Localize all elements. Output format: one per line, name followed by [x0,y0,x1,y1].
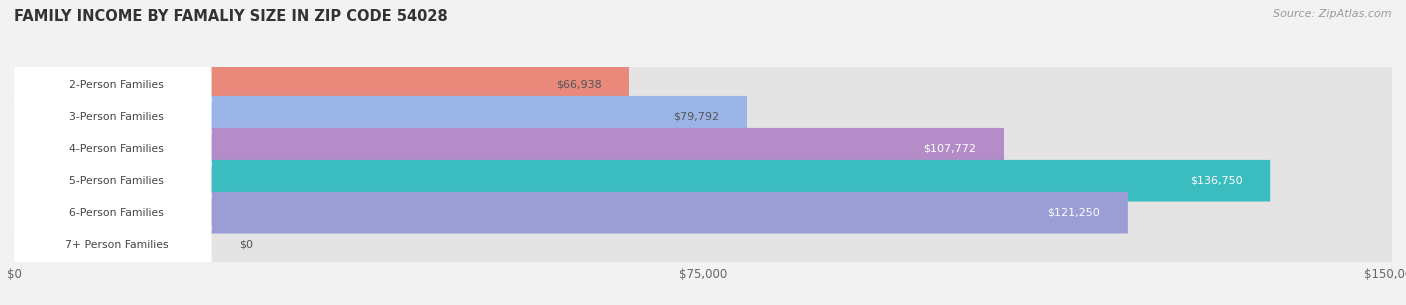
Text: $107,772: $107,772 [924,144,977,154]
Text: 6-Person Families: 6-Person Families [69,208,165,218]
Text: $79,792: $79,792 [673,112,720,122]
Text: Source: ZipAtlas.com: Source: ZipAtlas.com [1274,9,1392,19]
FancyBboxPatch shape [14,128,1004,170]
FancyBboxPatch shape [14,192,1128,234]
FancyBboxPatch shape [14,64,628,106]
Text: $0: $0 [239,240,253,250]
Text: $121,250: $121,250 [1047,208,1101,218]
FancyBboxPatch shape [14,192,1392,234]
FancyBboxPatch shape [14,194,211,231]
Text: 4-Person Families: 4-Person Families [69,144,165,154]
Text: $136,750: $136,750 [1189,176,1243,186]
FancyBboxPatch shape [14,96,747,138]
FancyBboxPatch shape [14,99,211,135]
Text: 5-Person Families: 5-Person Families [69,176,165,186]
FancyBboxPatch shape [14,160,1392,202]
Text: FAMILY INCOME BY FAMALIY SIZE IN ZIP CODE 54028: FAMILY INCOME BY FAMALIY SIZE IN ZIP COD… [14,9,447,24]
Text: 2-Person Families: 2-Person Families [69,80,165,90]
Text: $66,938: $66,938 [555,80,602,90]
FancyBboxPatch shape [14,66,211,103]
FancyBboxPatch shape [14,128,1392,170]
FancyBboxPatch shape [14,64,1392,106]
FancyBboxPatch shape [14,131,211,167]
Text: 7+ Person Families: 7+ Person Families [65,240,169,250]
FancyBboxPatch shape [14,96,1392,138]
FancyBboxPatch shape [14,162,211,199]
Text: 3-Person Families: 3-Person Families [69,112,165,122]
FancyBboxPatch shape [14,226,211,263]
FancyBboxPatch shape [14,224,1392,265]
FancyBboxPatch shape [14,160,1270,202]
